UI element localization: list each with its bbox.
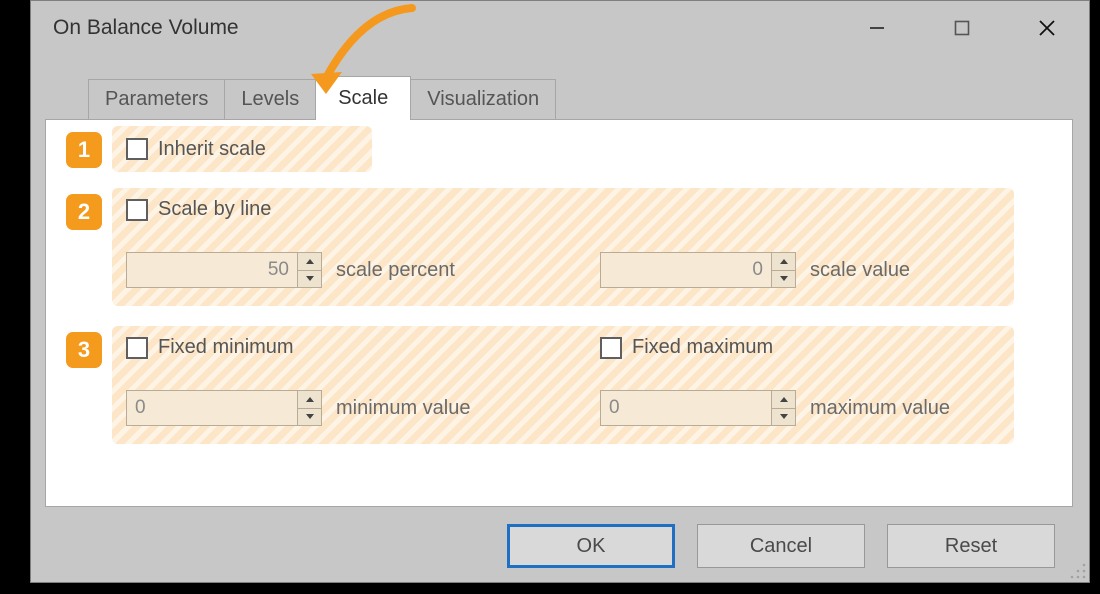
scale-percent-input[interactable] bbox=[126, 252, 298, 288]
tab-scale[interactable]: Scale bbox=[315, 76, 411, 120]
maximum-value-input[interactable] bbox=[600, 390, 772, 426]
minimum-value-label: minimum value bbox=[336, 397, 470, 420]
fixed-minimum-label: Fixed minimum bbox=[158, 336, 294, 359]
resize-grip-icon bbox=[1069, 562, 1087, 580]
callout-badge-2: 2 bbox=[66, 194, 102, 230]
ok-button[interactable]: OK bbox=[507, 524, 675, 568]
cancel-button[interactable]: Cancel bbox=[697, 524, 865, 568]
minimum-value-step-up[interactable] bbox=[298, 391, 321, 408]
fixed-maximum-label: Fixed maximum bbox=[632, 336, 773, 359]
inherit-scale-checkbox[interactable] bbox=[126, 138, 148, 160]
callout-badge-3: 3 bbox=[66, 332, 102, 368]
scale-by-line-checkbox[interactable] bbox=[126, 199, 148, 221]
tab-parameters[interactable]: Parameters bbox=[88, 79, 225, 119]
tab-label: Parameters bbox=[105, 88, 208, 111]
tab-label: Levels bbox=[241, 88, 299, 111]
scale-percent-step-up[interactable] bbox=[298, 253, 321, 270]
titlebar: On Balance Volume bbox=[31, 1, 1089, 55]
tab-levels[interactable]: Levels bbox=[224, 79, 316, 119]
tab-label: Scale bbox=[338, 87, 388, 110]
fixed-minimum-checkbox[interactable] bbox=[126, 337, 148, 359]
fixed-maximum-checkbox[interactable] bbox=[600, 337, 622, 359]
section-scale-by-line: Scale by line scale percent bbox=[112, 188, 1014, 306]
scale-percent-step-down[interactable] bbox=[298, 270, 321, 288]
close-button[interactable] bbox=[1004, 1, 1089, 55]
dialog-button-bar: OK Cancel Reset bbox=[507, 524, 1055, 568]
reset-button[interactable]: Reset bbox=[887, 524, 1055, 568]
scale-value-step-up[interactable] bbox=[772, 253, 795, 270]
dialog-window: On Balance Volume Parameters Levels Scal… bbox=[30, 0, 1090, 583]
scale-value-step-down[interactable] bbox=[772, 270, 795, 288]
section-fixed-minmax: Fixed minimum Fixed maximum bbox=[112, 326, 1014, 444]
maximum-value-step-down[interactable] bbox=[772, 408, 795, 426]
section-inherit-scale: Inherit scale bbox=[112, 126, 372, 172]
tab-label: Visualization bbox=[427, 88, 539, 111]
scale-panel: 1 Inherit scale 2 Scale by line bbox=[45, 119, 1073, 507]
maximize-button[interactable] bbox=[919, 1, 1004, 55]
minimum-value-input[interactable] bbox=[126, 390, 298, 426]
tab-strip: Parameters Levels Scale Visualization bbox=[88, 75, 555, 119]
minimize-button[interactable] bbox=[834, 1, 919, 55]
scale-by-line-label: Scale by line bbox=[158, 198, 271, 221]
window-title: On Balance Volume bbox=[53, 16, 834, 40]
window-controls bbox=[834, 1, 1089, 55]
scale-value-label: scale value bbox=[810, 259, 910, 282]
scale-percent-label: scale percent bbox=[336, 259, 455, 282]
maximum-value-step-up[interactable] bbox=[772, 391, 795, 408]
tab-visualization[interactable]: Visualization bbox=[410, 79, 556, 119]
inherit-scale-label: Inherit scale bbox=[158, 138, 266, 161]
scale-value-input[interactable] bbox=[600, 252, 772, 288]
maximum-value-label: maximum value bbox=[810, 397, 950, 420]
minimum-value-step-down[interactable] bbox=[298, 408, 321, 426]
callout-badge-1: 1 bbox=[66, 132, 102, 168]
